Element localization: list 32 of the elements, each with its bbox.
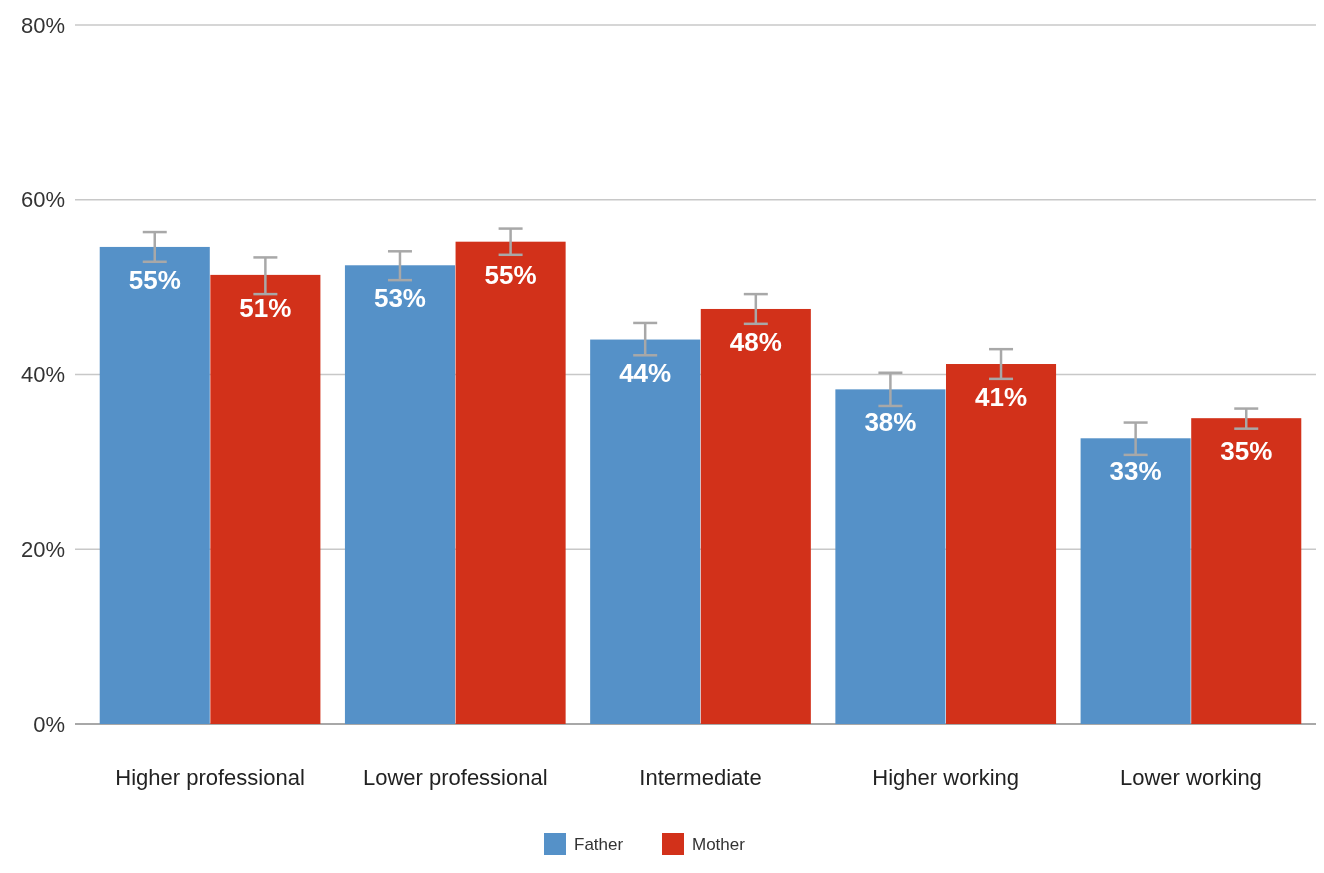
data-label: 33% (1109, 456, 1162, 487)
bar (700, 308, 811, 724)
bar (344, 265, 455, 724)
data-label: 51% (239, 292, 292, 323)
data-label: 35% (1220, 436, 1273, 467)
bar (455, 241, 566, 724)
data-label: 48% (729, 326, 782, 357)
data-label: 55% (128, 264, 181, 295)
data-label: 38% (864, 407, 917, 438)
bar (590, 339, 701, 724)
y-tick-label: 0% (33, 711, 65, 737)
data-label: 55% (484, 259, 537, 290)
bar (835, 389, 946, 724)
x-tick-label: Intermediate (639, 765, 762, 790)
bar (1080, 438, 1191, 724)
x-tick-label: Higher professional (115, 765, 305, 790)
legend-label: Father (574, 834, 624, 854)
x-tick-label: Lower professional (362, 765, 548, 790)
y-tick-label: 40% (20, 362, 65, 388)
legend-label: Mother (692, 834, 746, 854)
data-label: 44% (619, 357, 672, 388)
data-label: 41% (975, 382, 1028, 413)
bar (99, 246, 210, 724)
y-tick-label: 60% (20, 187, 65, 213)
bar (946, 364, 1057, 724)
x-tick-label: Higher working (872, 765, 1020, 790)
y-tick-label: 80% (20, 12, 65, 38)
x-tick-label: Lower working (1120, 765, 1262, 790)
y-tick-label: 20% (20, 536, 65, 562)
data-label: 53% (373, 283, 426, 314)
bar (210, 274, 321, 724)
bar (1191, 418, 1302, 724)
